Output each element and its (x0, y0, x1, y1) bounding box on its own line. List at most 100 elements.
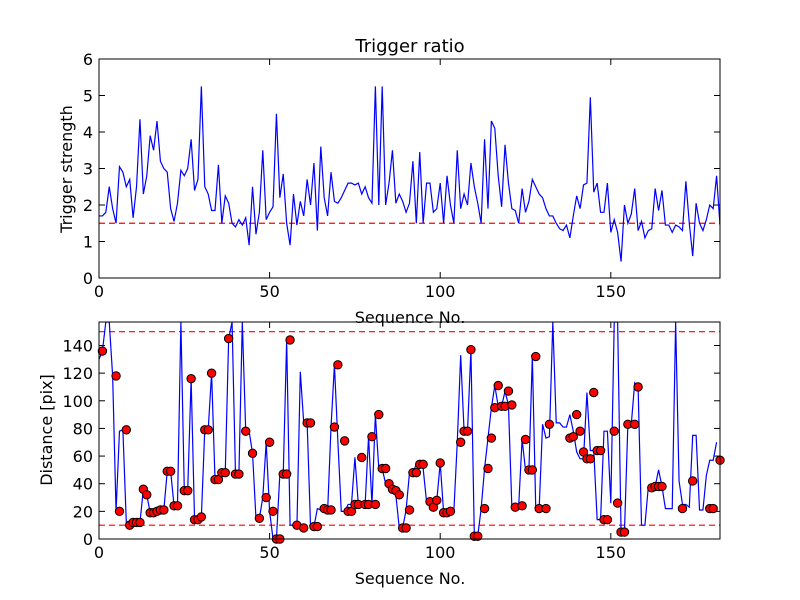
bottom-data-point (466, 344, 476, 355)
top-y-tick-label: 6 (83, 50, 93, 69)
bottom-data-point (531, 351, 541, 362)
bottom-x-tick-label: 50 (259, 543, 279, 562)
bottom-data-point (305, 418, 316, 428)
bottom-data-point (111, 371, 121, 381)
bottom-data-point (657, 481, 667, 492)
bottom-data-point (299, 523, 309, 533)
bottom-data-point (520, 434, 531, 445)
bottom-data-point (186, 373, 196, 384)
bottom-data-point (473, 531, 483, 541)
bottom-data-point (445, 506, 456, 517)
bottom-data-point (268, 506, 278, 517)
top-y-tick-label: 4 (83, 123, 93, 142)
bottom-data-point (527, 465, 538, 475)
bottom-data-point (411, 467, 422, 478)
bottom-data-point (203, 425, 213, 435)
bottom-data-point (401, 523, 411, 533)
bottom-data-point (329, 422, 340, 432)
bottom-data-point (619, 527, 630, 537)
bottom-data-point (172, 501, 183, 511)
bottom-y-tick-label: 40 (73, 475, 93, 494)
bottom-panel: Sequence No. Distance [pix] 0 50 100 150 0 20… (37, 321, 725, 588)
bottom-data-point (326, 505, 336, 515)
bottom-data-point (595, 445, 606, 456)
bottom-data-point (135, 517, 145, 528)
bottom-data-point (486, 433, 497, 443)
bottom-data-point (247, 448, 258, 459)
bottom-data-point (241, 426, 251, 436)
bottom-data-point (435, 458, 445, 468)
top-x-axis-label: Sequence No. (355, 308, 466, 327)
bottom-data-point (339, 436, 350, 446)
bottom-data-point (585, 454, 596, 464)
bottom-data-point (602, 514, 613, 525)
bottom-data-point (517, 501, 527, 511)
top-panel: Trigger ratio Sequence No. Trigger stren… (57, 36, 721, 327)
bottom-y-tick-label: 60 (73, 447, 93, 466)
bottom-data-point (571, 409, 582, 420)
bottom-series (97, 322, 725, 544)
bottom-data-point (708, 503, 718, 514)
bottom-data-point (479, 503, 490, 514)
top-y-axis-label: Trigger strength (57, 105, 76, 234)
bottom-y-axis-label: Distance [pix] (37, 374, 56, 486)
bottom-data-point (285, 335, 295, 345)
bottom-data-point (264, 437, 275, 447)
bottom-data-point (432, 495, 442, 505)
bottom-data-point (462, 426, 473, 436)
bottom-data-point (121, 425, 132, 435)
bottom-data-point (159, 505, 169, 515)
top-plot-frame (98, 58, 721, 279)
top-series (99, 86, 720, 262)
bottom-ticks: 0 50 100 150 0 20 40 60 80 100 120 140 (62, 322, 720, 562)
bottom-data-point (261, 492, 271, 503)
bottom-data-point (196, 512, 207, 522)
top-x-tick-label: 100 (425, 282, 456, 301)
bottom-y-tick-label: 20 (73, 502, 93, 521)
bottom-y-tick-label: 120 (62, 364, 93, 383)
bottom-data-point (612, 498, 623, 508)
bottom-data-point (394, 490, 404, 500)
bottom-data-point (503, 386, 514, 396)
bottom-y-tick-label: 100 (62, 392, 93, 411)
bottom-data-point (575, 426, 585, 436)
top-y-tick-label: 3 (83, 160, 93, 179)
bottom-data-point (483, 463, 493, 474)
bottom-data-point (609, 426, 619, 436)
bottom-data-point (333, 360, 343, 370)
bottom-y-tick-label: 0 (83, 530, 93, 549)
bottom-x-axis-label: Sequence No. (355, 569, 466, 588)
bottom-series-line (99, 322, 718, 539)
bottom-data-point (404, 505, 415, 515)
bottom-data-point (223, 333, 234, 344)
top-y-tick-label: 0 (83, 269, 93, 288)
bottom-y-tick-label: 80 (73, 419, 93, 438)
top-x-tick-label: 0 (94, 282, 104, 301)
bottom-data-point (418, 459, 428, 470)
bottom-data-point (281, 469, 292, 479)
bottom-data-point (142, 490, 152, 500)
bottom-data-point (114, 506, 125, 517)
top-x-tick-label: 50 (259, 282, 279, 301)
top-x-tick-label: 150 (596, 282, 627, 301)
top-y-tick-label: 5 (83, 87, 93, 106)
bottom-data-point (630, 419, 640, 429)
bottom-plot-frame (98, 321, 721, 540)
bottom-x-tick-label: 100 (425, 543, 456, 562)
bottom-data-point (234, 469, 244, 479)
bottom-data-point (165, 466, 176, 476)
bottom-data-point (633, 382, 643, 392)
top-chart-title: Trigger ratio (354, 36, 464, 57)
bottom-data-point (254, 513, 265, 523)
bottom-data-point (455, 437, 466, 447)
bottom-data-point (688, 476, 698, 486)
bottom-data-point (507, 400, 517, 410)
bottom-data-point (374, 409, 384, 420)
bottom-data-point (206, 368, 217, 378)
bottom-data-point (183, 485, 193, 496)
bottom-data-point (589, 387, 599, 398)
top-y-tick-label: 1 (83, 233, 93, 252)
bottom-data-point (370, 499, 381, 510)
